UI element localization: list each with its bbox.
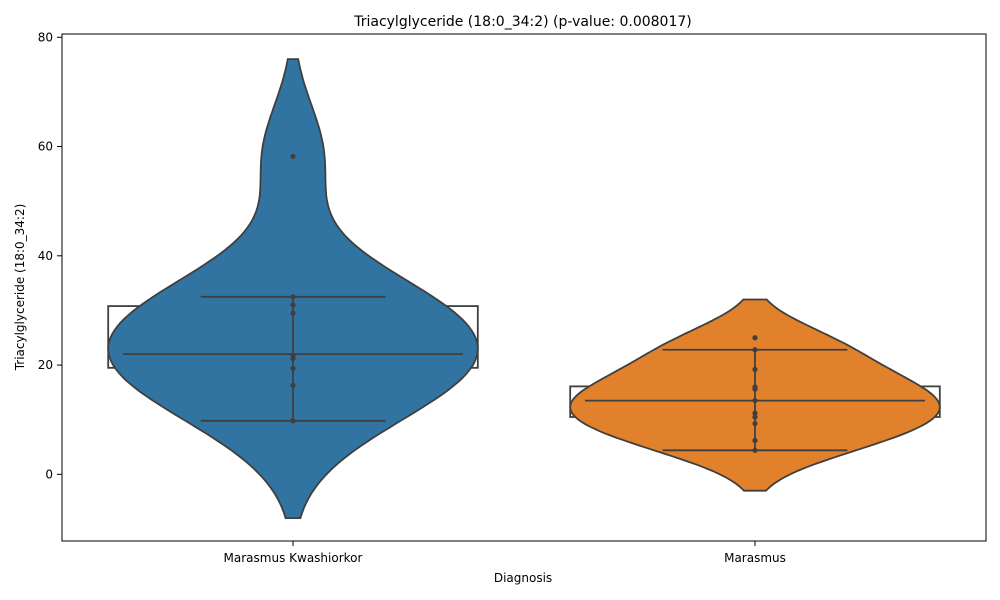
x-tick-label: Marasmus Kwashiorkor bbox=[224, 551, 363, 565]
data-point bbox=[752, 386, 758, 392]
data-point bbox=[752, 366, 758, 373]
y-tick-label: 0 bbox=[45, 467, 53, 481]
chart-title: Triacylglyceride (18:0_34:2) (p-value: 0… bbox=[353, 14, 692, 30]
data-point bbox=[752, 397, 758, 404]
data-point bbox=[752, 347, 758, 353]
data-point bbox=[752, 414, 758, 420]
violin-marasmus-kwashiorkor bbox=[107, 58, 479, 519]
data-point bbox=[290, 355, 296, 362]
data-point bbox=[290, 310, 296, 316]
data-point bbox=[290, 418, 296, 424]
y-tick-label: 60 bbox=[38, 140, 53, 154]
data-point bbox=[752, 335, 758, 341]
y-tick-label: 80 bbox=[38, 30, 53, 44]
data-point bbox=[290, 153, 296, 159]
x-axis: Marasmus Kwashiorkor Marasmus bbox=[224, 541, 786, 565]
y-axis-label: Triacylglyceride (18:0_34:2) bbox=[13, 204, 27, 372]
plot-frame bbox=[61, 33, 987, 542]
data-point bbox=[752, 437, 758, 444]
data-point bbox=[752, 410, 758, 416]
data-point bbox=[290, 302, 296, 308]
data-point bbox=[752, 420, 758, 427]
data-point bbox=[290, 365, 296, 371]
data-point bbox=[290, 382, 296, 388]
data-point bbox=[290, 294, 296, 300]
y-axis: 0 20 40 60 80 bbox=[38, 30, 62, 481]
data-point bbox=[752, 447, 758, 453]
y-tick-label: 20 bbox=[38, 358, 53, 372]
x-tick-label: Marasmus bbox=[724, 551, 786, 565]
y-tick-label: 40 bbox=[38, 249, 53, 263]
plot-layer bbox=[107, 58, 941, 519]
x-axis-label: Diagnosis bbox=[494, 571, 552, 585]
